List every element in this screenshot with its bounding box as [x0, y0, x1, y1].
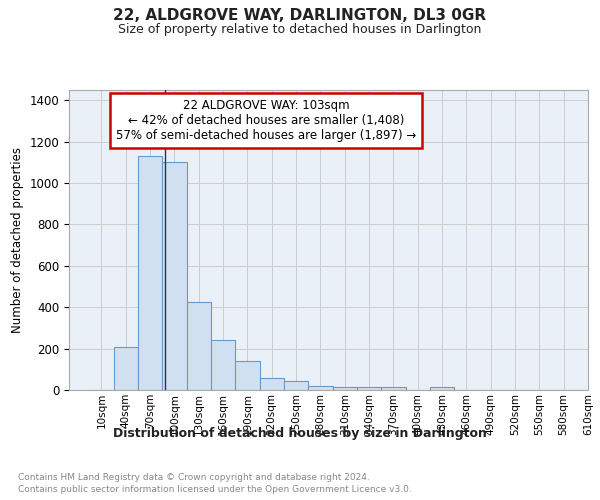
Text: 22, ALDGROVE WAY, DARLINGTON, DL3 0GR: 22, ALDGROVE WAY, DARLINGTON, DL3 0GR: [113, 8, 487, 22]
Bar: [187, 302, 211, 390]
Bar: [430, 388, 454, 390]
Text: 22 ALDGROVE WAY: 103sqm
← 42% of detached houses are smaller (1,408)
57% of semi: 22 ALDGROVE WAY: 103sqm ← 42% of detache…: [116, 99, 416, 142]
Text: Distribution of detached houses by size in Darlington: Distribution of detached houses by size …: [113, 428, 487, 440]
Bar: [357, 387, 381, 390]
Bar: [381, 387, 406, 390]
Bar: [113, 346, 138, 390]
Bar: [235, 361, 260, 390]
Bar: [308, 386, 332, 390]
Bar: [284, 381, 308, 390]
Bar: [138, 156, 162, 390]
Bar: [162, 162, 187, 390]
Bar: [332, 387, 357, 390]
Bar: [211, 340, 235, 390]
Text: Size of property relative to detached houses in Darlington: Size of property relative to detached ho…: [118, 22, 482, 36]
Text: Contains public sector information licensed under the Open Government Licence v3: Contains public sector information licen…: [18, 485, 412, 494]
Y-axis label: Number of detached properties: Number of detached properties: [11, 147, 24, 333]
Bar: [260, 378, 284, 390]
Text: Contains HM Land Registry data © Crown copyright and database right 2024.: Contains HM Land Registry data © Crown c…: [18, 472, 370, 482]
